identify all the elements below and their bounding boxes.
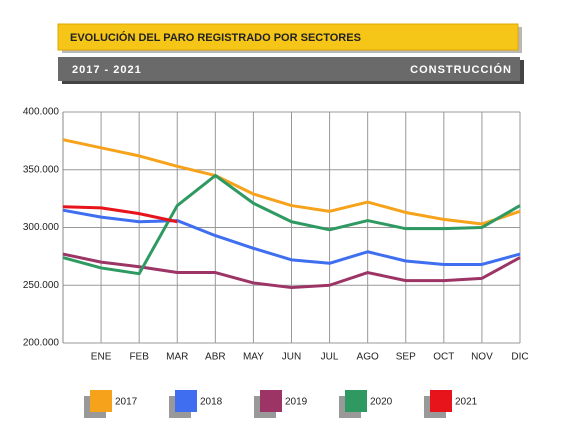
y-tick-label: 250.000 (23, 280, 60, 291)
x-tick-label: MAR (166, 352, 188, 363)
subtitle: 2017 - 2021 (72, 64, 142, 76)
legend-label: 2021 (455, 397, 478, 408)
legend-label: 2018 (200, 397, 223, 408)
legend-label: 2017 (115, 397, 138, 408)
y-tick-label: 350.000 (23, 164, 60, 175)
x-tick-label: SEP (396, 352, 416, 363)
x-tick-label: ENE (91, 352, 112, 363)
series-line (62, 208, 521, 266)
legend-swatch (345, 390, 367, 412)
legend-label: 2020 (370, 397, 393, 408)
x-tick-label: DIC (511, 352, 528, 363)
legend-swatch (90, 390, 112, 412)
series-line (62, 252, 521, 290)
subtitle-bar (58, 57, 520, 81)
x-tick-label: JUL (321, 352, 339, 363)
y-tick-label: 300.000 (23, 222, 60, 233)
y-tick-label: 400.000 (23, 107, 60, 118)
x-tick-label: OCT (433, 352, 454, 363)
x-tick-label: JUN (282, 352, 301, 363)
series-line (62, 174, 521, 276)
series-line (62, 138, 521, 226)
x-tick-label: FEB (129, 352, 149, 363)
x-tick-label: ABR (205, 352, 226, 363)
x-tick-label: NOV (471, 352, 493, 363)
chart-title: EVOLUCIÓN DEL PARO REGISTRADO POR SECTOR… (70, 31, 361, 44)
sector: CONSTRUCCIÓN (410, 63, 512, 76)
legend-swatch (430, 390, 452, 412)
x-tick-label: MAY (243, 352, 264, 363)
legend-label: 2019 (285, 397, 308, 408)
series-line (62, 205, 178, 224)
y-tick-label: 200.000 (23, 338, 60, 349)
legend-swatch (175, 390, 197, 412)
legend-swatch (260, 390, 282, 412)
title-banner (57, 23, 519, 51)
x-tick-label: AGO (357, 352, 379, 363)
